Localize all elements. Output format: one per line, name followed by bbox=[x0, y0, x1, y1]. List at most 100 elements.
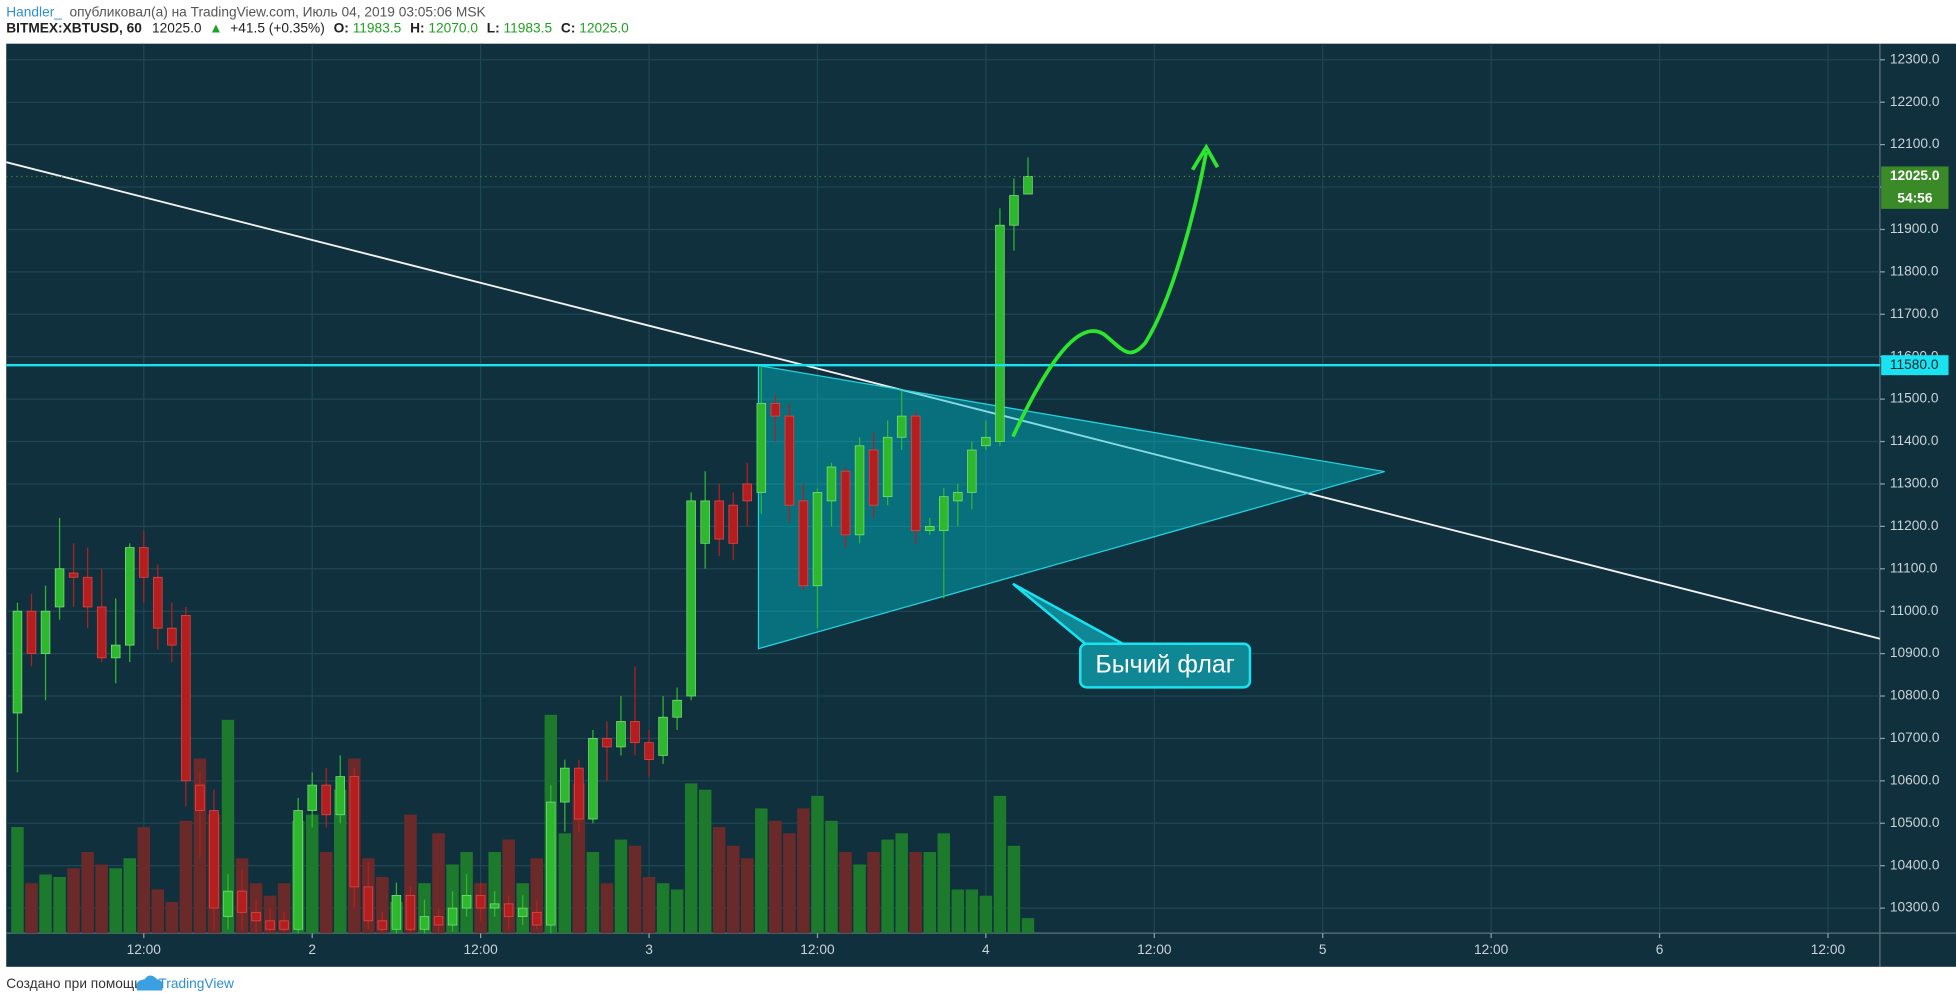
candle-body bbox=[517, 907, 528, 917]
candle-body bbox=[68, 572, 79, 578]
candle-body bbox=[995, 224, 1005, 442]
candle-body bbox=[602, 738, 612, 748]
author[interactable]: Handler_ bbox=[6, 4, 62, 19]
candle-body bbox=[868, 449, 879, 506]
volume-bar bbox=[769, 820, 782, 934]
volume-bar bbox=[811, 795, 824, 934]
candle-body bbox=[40, 610, 51, 654]
volume-bar bbox=[712, 827, 726, 934]
volume-bar bbox=[839, 852, 852, 934]
candle-body bbox=[377, 920, 388, 930]
volume-bar bbox=[572, 783, 586, 934]
volume-bar bbox=[1007, 845, 1021, 934]
volume-bar bbox=[123, 858, 136, 934]
candle-body bbox=[321, 784, 331, 816]
candle-body bbox=[265, 920, 275, 930]
volume-bar bbox=[909, 852, 922, 934]
candle-body bbox=[251, 911, 261, 922]
candle-body bbox=[433, 916, 444, 926]
candle-body bbox=[307, 784, 317, 811]
candle-body bbox=[616, 721, 626, 748]
candle-body bbox=[840, 470, 851, 536]
volume-bar bbox=[755, 808, 768, 934]
candle-body bbox=[630, 721, 640, 744]
volume-bar bbox=[825, 820, 838, 934]
volume-bar bbox=[558, 833, 572, 934]
candle-body bbox=[349, 776, 360, 888]
ohlc-value: 11983.5 bbox=[504, 20, 553, 35]
volume-bar bbox=[319, 852, 333, 934]
candle-body bbox=[195, 784, 205, 811]
candle-body bbox=[363, 886, 374, 922]
countdown: 54:56 bbox=[1897, 191, 1932, 206]
candle-body bbox=[588, 738, 598, 820]
y-tick-label: 10800.0 bbox=[1890, 688, 1940, 703]
candle-body bbox=[335, 776, 346, 816]
volume-bar bbox=[39, 874, 52, 934]
candle-body bbox=[882, 436, 893, 498]
candle-body bbox=[967, 449, 977, 493]
candle-body bbox=[167, 627, 177, 646]
y-tick-label: 10600.0 bbox=[1890, 772, 1940, 787]
ohlc-value: 12070.0 bbox=[428, 20, 478, 35]
volume-bar bbox=[179, 820, 193, 934]
volume-bar bbox=[965, 889, 979, 934]
candle-body bbox=[26, 610, 37, 654]
candle-body bbox=[82, 576, 93, 608]
candle-body bbox=[293, 810, 303, 930]
candle-body bbox=[139, 547, 149, 578]
overlay-layer: 11580.0 12025.0 54:56 bbox=[6, 166, 1949, 376]
footer-brand[interactable]: TradingView bbox=[158, 976, 234, 991]
y-tick-label: 11400.0 bbox=[1890, 433, 1939, 448]
candle-body bbox=[798, 500, 809, 587]
x-tick-label: 12:00 bbox=[800, 942, 835, 957]
volume-bar bbox=[656, 883, 670, 934]
volume-bar bbox=[432, 833, 445, 934]
change-arrow: ▲ bbox=[209, 20, 223, 35]
candle-body bbox=[532, 911, 542, 926]
candle-body bbox=[1023, 176, 1033, 195]
candle-body bbox=[644, 742, 654, 761]
candle-body bbox=[686, 500, 696, 697]
volume-bar bbox=[67, 868, 80, 934]
y-tick-label: 11900.0 bbox=[1890, 221, 1939, 236]
candle-body bbox=[981, 436, 991, 447]
y-tick-label: 11100.0 bbox=[1890, 560, 1938, 575]
volume-bar bbox=[137, 827, 151, 934]
grid: 10300.0 10400.0 10500.0 10600.0 10700.0 10800… bbox=[6, 43, 1940, 957]
y-tick-label: 11700.0 bbox=[1890, 306, 1939, 321]
y-tick-label: 12100.0 bbox=[1890, 136, 1940, 151]
candle-body bbox=[574, 767, 584, 820]
volume-bar bbox=[670, 889, 684, 934]
x-tick-label: 12:00 bbox=[1811, 942, 1846, 957]
candle-body bbox=[96, 606, 107, 659]
candle-body bbox=[854, 445, 865, 536]
volume-bar bbox=[53, 876, 66, 934]
y-tick-label: 12300.0 bbox=[1890, 51, 1940, 66]
x-tick-label: 12:00 bbox=[127, 942, 162, 957]
callout-box bbox=[1079, 642, 1252, 689]
level-tag-label: 11580.0 bbox=[1890, 357, 1939, 372]
candle-body bbox=[12, 610, 23, 714]
y-tick-label: 10700.0 bbox=[1890, 730, 1940, 745]
candle-body bbox=[503, 903, 514, 917]
candle-body bbox=[756, 402, 767, 493]
change: +41.5 (+0.35%) bbox=[230, 20, 325, 35]
candle-layer bbox=[12, 157, 1033, 934]
y-tick-label: 10500.0 bbox=[1890, 815, 1940, 830]
candle-body bbox=[54, 568, 65, 608]
volume-bar bbox=[951, 889, 965, 934]
candle-body bbox=[1009, 195, 1019, 226]
volume-bar bbox=[867, 852, 880, 934]
volume-bar bbox=[881, 839, 894, 934]
candle-body bbox=[896, 415, 907, 438]
volume-bar bbox=[783, 833, 796, 934]
candle-body bbox=[672, 699, 682, 718]
volume-bar bbox=[797, 808, 810, 934]
candle-body bbox=[924, 525, 935, 531]
volume-bar bbox=[993, 795, 1007, 934]
x-tick-label: 12:00 bbox=[1474, 942, 1509, 957]
level-tag bbox=[1881, 355, 1949, 376]
header-line-2: BITMEX:XBTUSD, 60 12025.0 ▲ +41.5 (+0.35… bbox=[6, 20, 629, 35]
